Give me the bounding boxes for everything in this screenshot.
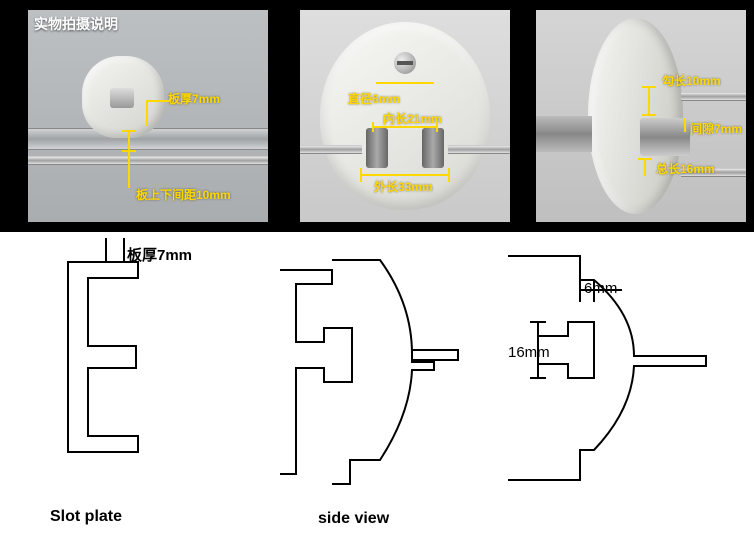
caption-slot-plate: Slot plate xyxy=(50,508,122,526)
annot-total: 总长16mm xyxy=(656,160,715,177)
total-v xyxy=(644,158,646,176)
clip-block xyxy=(640,118,690,156)
leader-2t xyxy=(122,130,136,132)
annot-inner: 内长21mm xyxy=(383,110,442,127)
prong-left xyxy=(366,128,388,168)
side-rod-top xyxy=(681,92,746,101)
photo-panel-side: 勾长10mm 间隙7mm 总长16mm xyxy=(536,10,746,222)
photo-panel-front: 直径6mm 内长21mm 外长33mm xyxy=(300,10,510,222)
leader-2v xyxy=(128,130,130,188)
prong-right xyxy=(422,128,444,168)
photo-strip: 实物拍摄说明 板厚7mm 板上下间距10mm 直径6mm 内长21mm 外长33… xyxy=(0,0,754,232)
annot-dia: 直径6mm xyxy=(348,90,400,107)
annot-hook: 勾长10mm xyxy=(662,72,721,89)
rod-right xyxy=(448,145,510,154)
gap3-v xyxy=(684,118,686,132)
annot-gap: 板上下间距10mm xyxy=(136,186,231,203)
detail-diagram xyxy=(494,250,744,500)
outer-r xyxy=(448,168,450,182)
leader-1v xyxy=(146,100,148,126)
slat-seg xyxy=(536,116,592,152)
plug-body-side xyxy=(588,18,683,214)
annot-outer: 外长33mm xyxy=(374,178,433,195)
panel1-title: 实物拍摄说明 xyxy=(34,14,118,34)
slot-plate-diagram xyxy=(38,238,208,498)
dia-line xyxy=(376,82,434,84)
leader-2b xyxy=(122,150,136,152)
inner-line xyxy=(372,126,438,128)
screw xyxy=(394,52,416,74)
dim-6mm: 6mm xyxy=(584,280,617,297)
annot-gap3: 间隙7mm xyxy=(690,120,742,137)
diagram-area: 板厚7mm Slot plate side view xyxy=(0,232,754,560)
outer-line xyxy=(360,174,450,176)
rod-left xyxy=(300,145,362,154)
dim-16mm: 16mm xyxy=(508,344,550,361)
caption-side-view: side view xyxy=(318,510,389,528)
rod xyxy=(28,156,268,165)
side-view-diagram xyxy=(262,254,472,504)
hook-t xyxy=(642,86,656,88)
inner-l xyxy=(372,122,374,132)
leader-1 xyxy=(146,100,170,102)
annot-thickness: 板厚7mm xyxy=(168,90,220,107)
hook-b xyxy=(642,114,656,116)
hook-v xyxy=(648,86,650,116)
photo-panel-slot-plate: 实物拍摄说明 板厚7mm 板上下间距10mm xyxy=(28,10,268,222)
outer-l xyxy=(360,168,362,182)
inner-r xyxy=(436,122,438,132)
total-t xyxy=(638,158,652,160)
hook-clip xyxy=(110,88,134,108)
